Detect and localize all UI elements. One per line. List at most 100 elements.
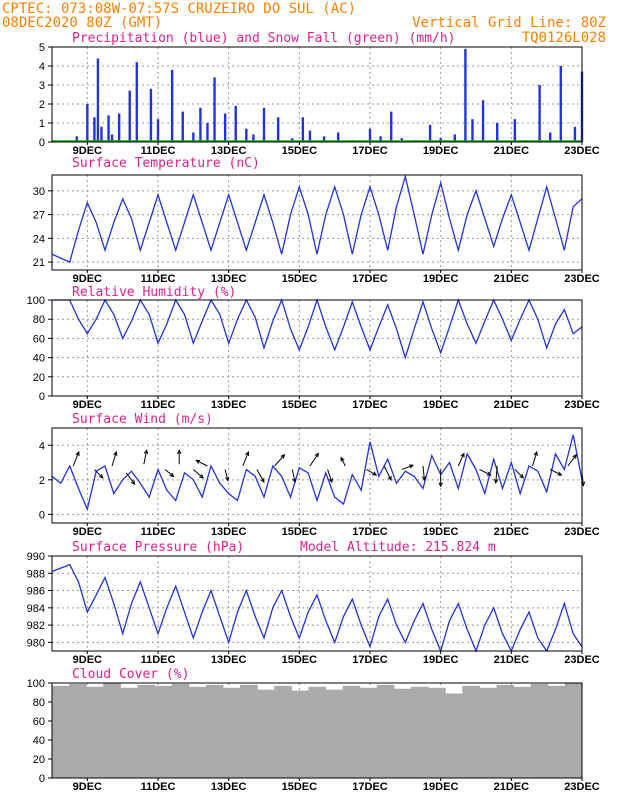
precip-bar bbox=[96, 58, 100, 142]
precip-bar bbox=[513, 119, 517, 142]
y-tick-label: 80 bbox=[33, 697, 45, 709]
precip-bar bbox=[213, 77, 216, 142]
precip-bar bbox=[549, 132, 552, 142]
wind-arrow-head bbox=[245, 450, 250, 457]
cloud-bar bbox=[325, 689, 344, 778]
precip-bar bbox=[538, 85, 541, 142]
plot-frame bbox=[51, 174, 583, 271]
cloud-bar bbox=[342, 685, 361, 778]
wind-arrow-head bbox=[199, 473, 205, 479]
wind-arrow-head bbox=[169, 472, 175, 478]
cloud-bar bbox=[428, 687, 446, 778]
cloud-bar bbox=[240, 684, 258, 778]
plot-area bbox=[52, 556, 582, 651]
cloud-bar bbox=[359, 687, 378, 778]
y-tick-label: 20 bbox=[33, 754, 45, 766]
x-tick-label: 19DEC bbox=[423, 145, 459, 157]
x-tick-label: 17DEC bbox=[352, 145, 388, 157]
x-tick-label: 19DEC bbox=[423, 526, 459, 538]
y-tick-label: 4 bbox=[39, 61, 45, 73]
cloud-bar bbox=[411, 686, 429, 778]
y-tick-label: 27 bbox=[33, 210, 45, 222]
y-tick-label: 982 bbox=[27, 620, 45, 632]
wind-arrow bbox=[94, 469, 104, 479]
precip-bar bbox=[93, 117, 96, 142]
wind-arrow bbox=[495, 465, 498, 483]
wind-arrow bbox=[125, 472, 136, 485]
wind-arrow bbox=[514, 469, 524, 479]
plot-frame bbox=[51, 46, 583, 143]
x-tick-label: 19DEC bbox=[423, 781, 459, 793]
x-tick-label: 15DEC bbox=[282, 781, 318, 793]
precip-bar bbox=[135, 62, 138, 143]
precip-bar bbox=[245, 128, 248, 142]
wind-arrow-head bbox=[75, 450, 80, 457]
y-tick-label: 24 bbox=[33, 233, 45, 245]
y-tick-label: 5 bbox=[39, 42, 45, 54]
precip-bar bbox=[291, 138, 294, 142]
cloud-bar bbox=[462, 685, 480, 778]
header-station: CPTEC: 073:08W-07:57S CRUZEIRO DO SUL (A… bbox=[2, 1, 356, 17]
precip-bar bbox=[496, 123, 499, 142]
x-tick-label: 11DEC bbox=[141, 526, 176, 538]
cloud-bar bbox=[222, 687, 241, 778]
panel-1: 21 24 27 30 9DEC 11DEC 13DEC 15DEC 17DEC 19DEC 21D… bbox=[33, 174, 600, 285]
wind-arrow bbox=[457, 453, 465, 467]
x-tick-label: 15DEC bbox=[282, 145, 318, 157]
x-tick-label: 19DEC bbox=[423, 399, 459, 411]
precip-bar bbox=[149, 88, 153, 142]
wind-arrow bbox=[256, 469, 265, 483]
x-tick-label: 17DEC bbox=[352, 781, 388, 793]
wind-arrow bbox=[479, 469, 491, 476]
x-tick-label: 11DEC bbox=[141, 273, 176, 285]
y-tick-label: 60 bbox=[33, 716, 45, 728]
cloud-bar bbox=[274, 685, 292, 778]
precip-bar bbox=[379, 136, 382, 142]
cloud-bar bbox=[308, 686, 327, 778]
x-tick-label: 19DEC bbox=[423, 654, 459, 666]
y-tick-label: 21 bbox=[33, 257, 45, 269]
precip-bar bbox=[262, 107, 266, 142]
cloud-bar bbox=[530, 683, 549, 778]
wind-arrow bbox=[72, 451, 80, 467]
x-tick-label: 9DEC bbox=[73, 654, 102, 666]
y-tick-label: 100 bbox=[27, 295, 45, 307]
wind-arrow bbox=[309, 453, 319, 467]
precip-title: Precipitation (blue) and Snow Fall (gree… bbox=[72, 31, 456, 46]
header-model-code: TQ0126L028 bbox=[522, 30, 606, 46]
wind-arrow-head bbox=[113, 450, 118, 457]
cloud-bar bbox=[154, 685, 173, 778]
cloud-bar bbox=[496, 684, 515, 778]
precip-bar bbox=[428, 124, 432, 142]
cloud-bar bbox=[120, 687, 138, 778]
cloud-title: Cloud Cover (%) bbox=[72, 667, 189, 682]
cloud-bar bbox=[479, 687, 498, 778]
x-tick-label: 13DEC bbox=[211, 145, 247, 157]
wind-arrow-head bbox=[292, 478, 297, 484]
precip-bar bbox=[390, 111, 393, 142]
x-tick-label: 13DEC bbox=[211, 526, 247, 538]
cloud-bar bbox=[513, 686, 532, 778]
wind-arrow-head bbox=[195, 459, 201, 464]
precip-bar bbox=[234, 105, 237, 142]
x-tick-label: 15DEC bbox=[282, 526, 318, 538]
y-tick-label: 988 bbox=[27, 568, 45, 580]
x-tick-label: 23DEC bbox=[564, 399, 600, 411]
pressure-title: Surface Pressure (hPa) bbox=[72, 540, 244, 555]
plot-frame bbox=[51, 555, 583, 652]
x-tick-label: 21DEC bbox=[494, 781, 530, 793]
humidity-title: Relative Humidity (%) bbox=[72, 285, 236, 300]
x-tick-label: 9DEC bbox=[73, 399, 102, 411]
wind-arrow bbox=[193, 469, 204, 479]
wind-arrow bbox=[366, 469, 377, 476]
precip-bar bbox=[192, 132, 195, 142]
cloud-bar bbox=[205, 684, 224, 778]
wind-arrow-head bbox=[438, 482, 443, 488]
y-tick-label: 1 bbox=[39, 118, 45, 130]
wind-arrow-head bbox=[533, 450, 538, 457]
precip-bar bbox=[337, 132, 340, 142]
wind-arrow bbox=[224, 469, 229, 481]
wind-arrow bbox=[401, 464, 414, 470]
wind-arrow-head bbox=[408, 464, 415, 469]
